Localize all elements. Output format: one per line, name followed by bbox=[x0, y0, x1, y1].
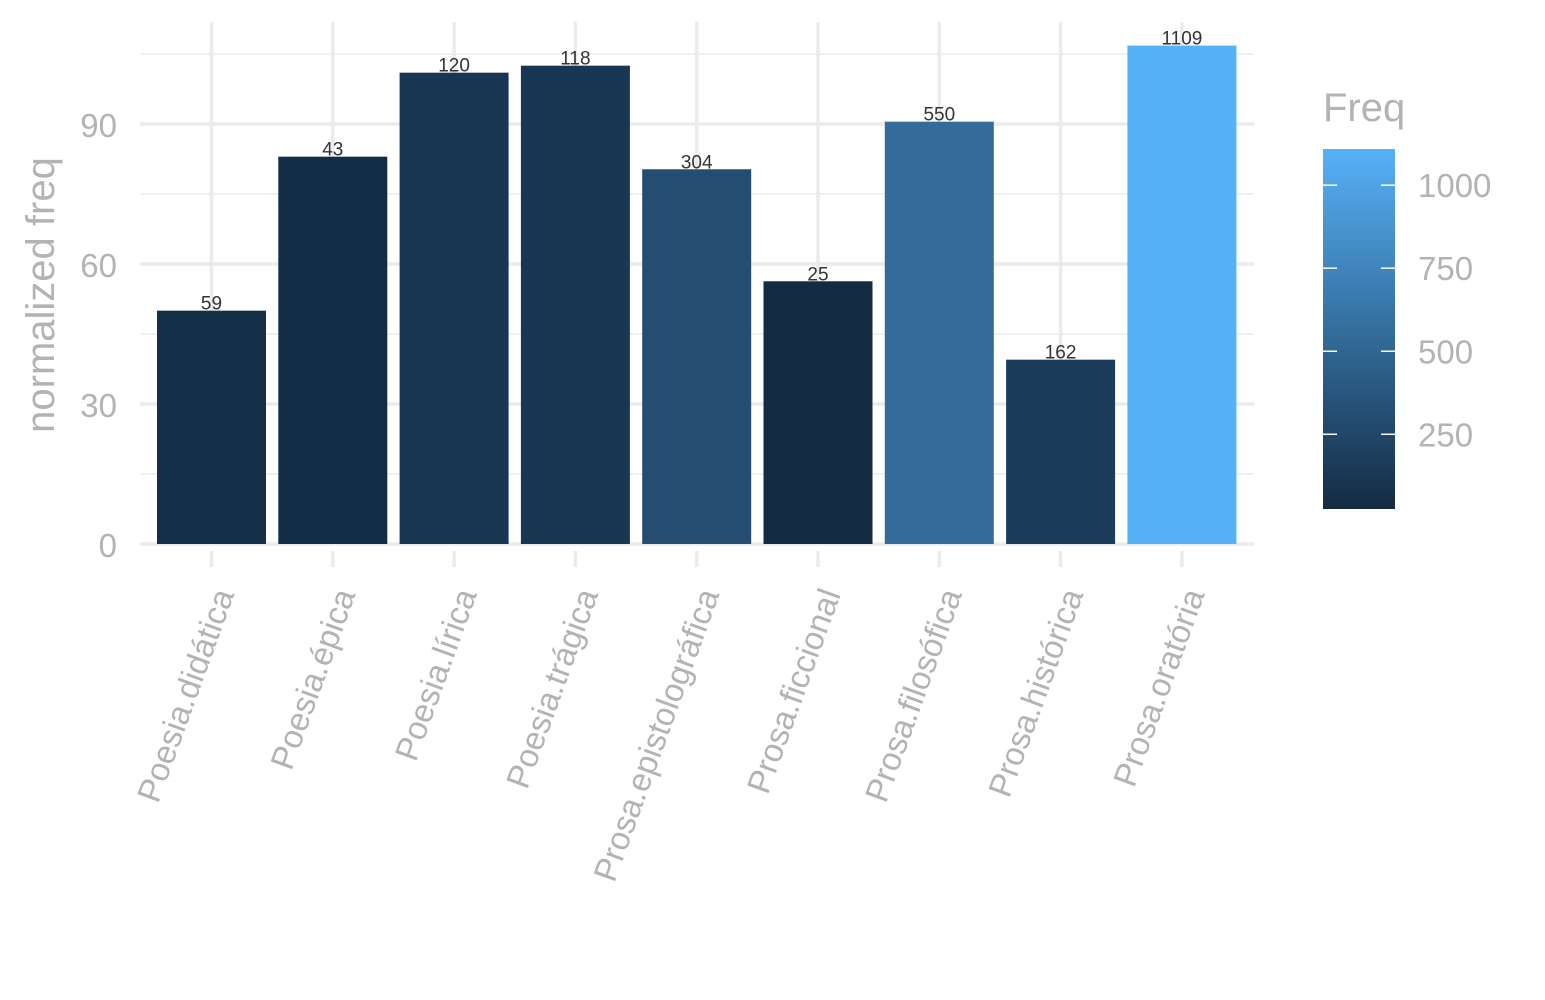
bar-value-label: 550 bbox=[923, 105, 955, 126]
bar-value-label: 120 bbox=[438, 56, 470, 77]
x-tick-label: Poesia.trágica bbox=[499, 583, 606, 793]
y-tick-label: 90 bbox=[80, 107, 117, 144]
legend-tick-label: 500 bbox=[1418, 333, 1473, 370]
x-tick-label: Poesia.didática bbox=[130, 583, 242, 807]
bar-value-label: 59 bbox=[201, 294, 222, 315]
x-tick-label: Prosa.ficcional bbox=[739, 584, 847, 798]
y-tick-label: 60 bbox=[80, 247, 117, 284]
bar bbox=[157, 310, 266, 544]
bar-labels: 59 43 120 118 304 25 550 162 1109 bbox=[201, 29, 1202, 364]
legend-tick-label: 750 bbox=[1418, 250, 1473, 287]
legend: Freq 250 500 750 1000 bbox=[1323, 86, 1491, 509]
bar-value-label: 304 bbox=[681, 152, 713, 173]
bar-value-label: 1109 bbox=[1161, 29, 1202, 50]
y-axis-title: normalized freq bbox=[19, 157, 63, 433]
x-tick-label: Prosa.filosófica bbox=[858, 583, 970, 807]
bar bbox=[642, 169, 752, 544]
bar bbox=[1006, 359, 1116, 544]
x-tick-label: Poesia.épica bbox=[263, 583, 363, 774]
bars bbox=[157, 45, 1237, 545]
bar-value-label: 162 bbox=[1045, 343, 1077, 364]
legend-title: Freq bbox=[1323, 86, 1405, 130]
legend-tick-label: 1000 bbox=[1418, 167, 1491, 204]
y-tick-label: 30 bbox=[80, 387, 117, 424]
bar bbox=[399, 72, 509, 545]
bar bbox=[884, 121, 994, 545]
x-tick-label: Prosa.histórica bbox=[981, 583, 1091, 801]
legend-ticks: 250 500 750 1000 bbox=[1323, 167, 1491, 453]
x-tick-label: Prosa.epistolográfica bbox=[586, 583, 726, 886]
bar bbox=[520, 65, 630, 545]
bar bbox=[1127, 45, 1237, 544]
legend-colorbar bbox=[1323, 149, 1395, 509]
bar bbox=[763, 281, 873, 544]
x-tick-label: Prosa.oratória bbox=[1106, 583, 1212, 791]
bar bbox=[278, 156, 388, 544]
bar-value-label: 118 bbox=[560, 49, 590, 70]
x-axis-ticks: Poesia.didática Poesia.épica Poesia.lírica… bbox=[130, 551, 1212, 886]
bar-value-label: 25 bbox=[807, 264, 828, 285]
bar-value-label: 43 bbox=[322, 140, 343, 161]
y-axis-ticks: 0 30 60 90 bbox=[80, 107, 117, 564]
legend-tick-label: 250 bbox=[1418, 416, 1473, 453]
y-tick-label: 0 bbox=[99, 527, 117, 564]
x-tick-label: Poesia.lírica bbox=[387, 583, 483, 765]
